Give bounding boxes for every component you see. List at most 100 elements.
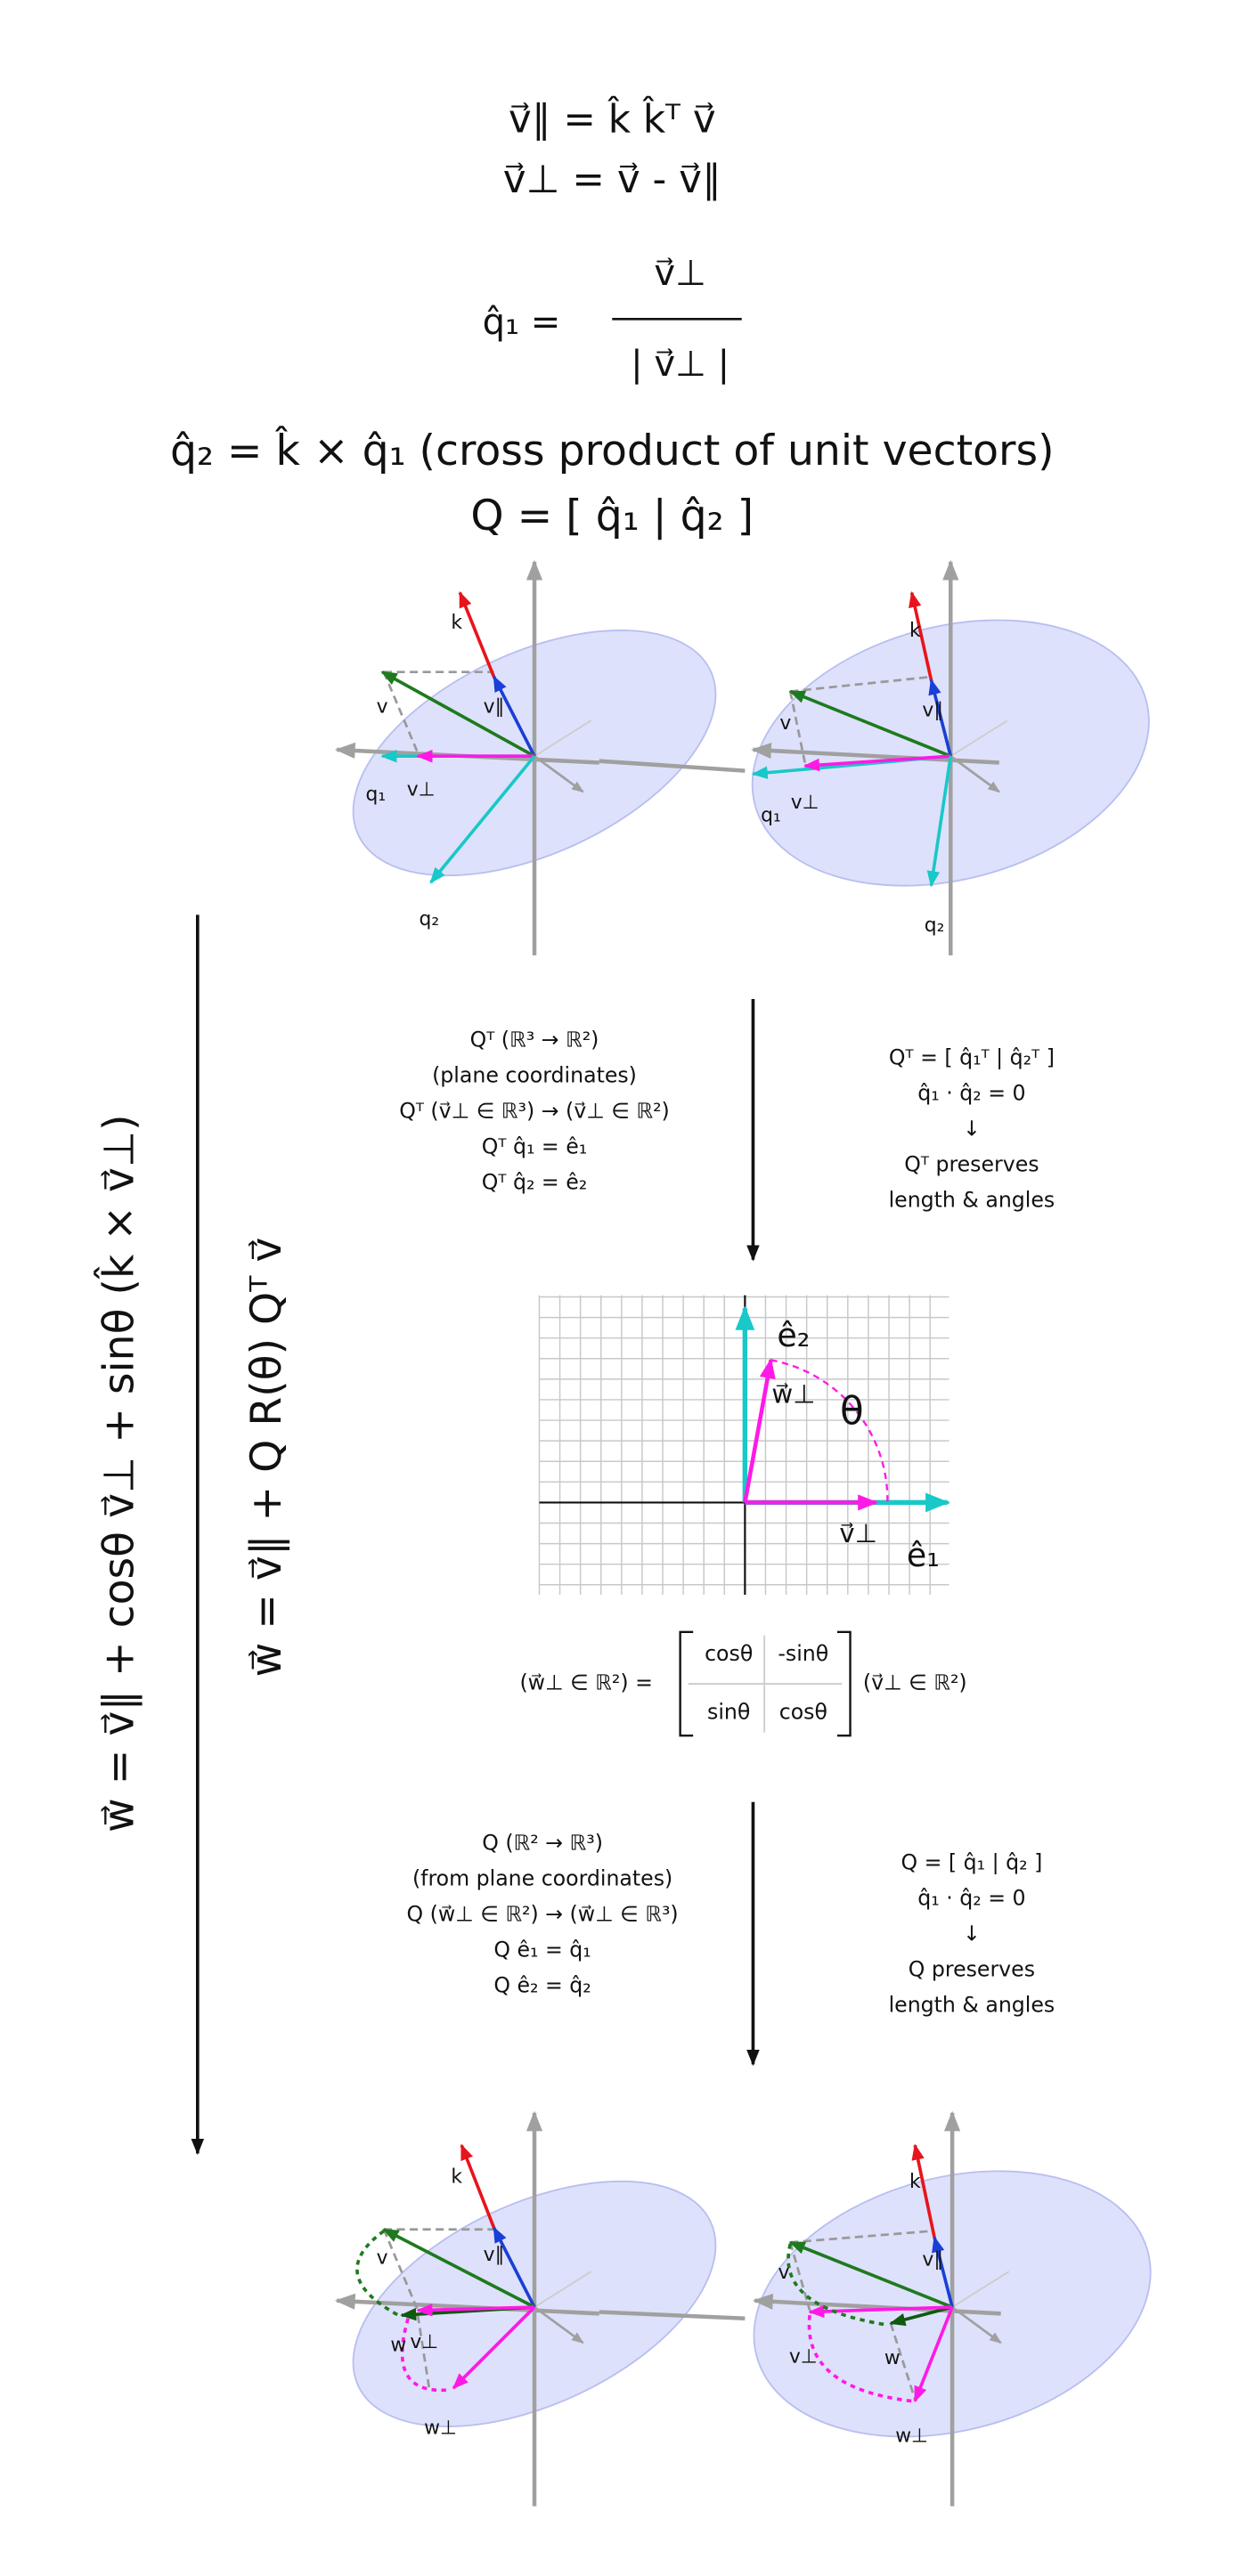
label: Qᵀ q̂₂ = ê₂ [482,1170,587,1195]
label: k [451,612,462,634]
label: | v⃗⊥ | [631,344,729,385]
line [534,719,592,757]
label: ê₁ [907,1536,940,1574]
label: sinθ [707,1699,750,1724]
label: Qᵀ preserves [904,1152,1039,1177]
line [889,2322,917,2401]
label: q̂₂ = k̂ × q̂₁ (cross product of unit ve… [170,425,1055,476]
arrow [429,755,536,884]
label: q₁ [366,784,387,806]
arrow [911,2143,936,2239]
label: w [884,2347,901,2369]
line [534,2271,592,2308]
arrow [534,2305,584,2344]
label: Qᵀ q̂₁ = ê₁ [482,1134,587,1159]
label: w⊥ [895,2426,928,2448]
label: v⊥ [407,778,436,800]
arrow [458,590,496,678]
label: w⃗⊥ [771,1378,815,1409]
arrow [951,2305,1002,2344]
label: v∥ [484,2244,505,2266]
arrow [928,679,953,757]
rotation-path [787,2243,888,2327]
label: (w⃗⊥ ∈ ℝ²) = [519,1670,652,1695]
label: v⃗∥ = k̂ k̂ᵀ v⃗ [509,95,716,142]
label: w⃗ = v⃗∥ + cosθ v⃗⊥ + sinθ (k̂ × v⃗⊥) [93,1114,144,1832]
label: q₁ [761,805,781,827]
label: k [909,620,921,642]
arrow [492,2226,536,2308]
arrow [460,2143,496,2229]
label: w⊥ [424,2417,457,2439]
arrow [926,755,953,888]
label: v∥ [922,699,943,721]
label: length & angles [889,1188,1055,1213]
label: Qᵀ (ℝ³ → ℝ²) [470,1028,599,1052]
label: Qᵀ (v⃗⊥ ∈ ℝ³) → (v⃗⊥ ∈ ℝ²) [399,1099,670,1124]
label: Q = [ q̂₁ | q̂₂ ] [901,1849,1043,1874]
arrow [452,2305,536,2390]
label: q̂₁ = [483,302,561,343]
label: Q = [ q̂₁ | q̂₂ ] [470,492,754,540]
label: v⊥ [410,2331,438,2353]
arrow [788,689,951,758]
label: (plane coordinates) [432,1063,637,1088]
label: ↓ [963,1117,981,1142]
bracket [837,1630,852,1737]
label: Q (w⃗⊥ ∈ ℝ²) → (w⃗⊥ ∈ ℝ³) [407,1902,679,1927]
arrow [534,755,584,793]
arrow [803,754,951,772]
line [788,2241,811,2312]
label: (from plane coordinates) [412,1866,672,1891]
label: cosθ [705,1641,753,1666]
label: v [377,2247,388,2270]
label: q̂₁ · q̂₂ = 0 [917,1885,1025,1910]
arrow [416,2303,535,2317]
label: Q (ℝ² → ℝ³) [482,1831,603,1856]
arrow [492,675,536,758]
line [790,2230,932,2244]
label: v∥ [922,2248,943,2271]
arrow [788,2240,953,2309]
arrow [913,2306,954,2403]
label: v∥ [484,696,505,719]
arrow [909,590,933,681]
label: -sinθ [778,1641,828,1666]
label: cosθ [779,1699,827,1724]
label: v⃗⊥ = v⃗ - v⃗∥ [503,158,721,202]
label: v [778,2262,790,2284]
label: v⃗⊥ [654,253,706,294]
bracket [679,1630,694,1737]
label: v⊥ [791,792,819,814]
arrow [950,755,1000,793]
arrow [382,2228,535,2309]
arrow [889,2305,953,2327]
label: v [377,696,388,719]
label: Qᵀ = [ q̂₁ᵀ | q̂₂ᵀ ] [889,1045,1055,1070]
label: w⃗ = v⃗∥ + Q R(θ) Qᵀ v⃗ [242,1238,291,1678]
label: Q ê₂ = q̂₂ [493,1973,591,1998]
line [950,719,1008,757]
angle-arc [770,1359,889,1503]
label: (v⃗⊥ ∈ ℝ²) [863,1670,967,1695]
label: k [909,2171,921,2193]
label: q̂₁ · q̂₂ = 0 [917,1081,1025,1106]
arrow [743,1358,776,1503]
line [382,671,420,754]
arrow [932,2236,954,2308]
line [951,2271,1010,2308]
label: θ [840,1389,864,1434]
line [599,2310,746,2321]
label: v⊥ [789,2345,818,2368]
line [599,759,746,773]
label: length & angles [889,1992,1055,2017]
label: v⃗⊥ [839,1518,877,1548]
label: ↓ [963,1921,981,1946]
label: q₂ [420,908,440,930]
label: v [779,712,791,735]
arrow [380,670,535,758]
line [790,675,932,693]
